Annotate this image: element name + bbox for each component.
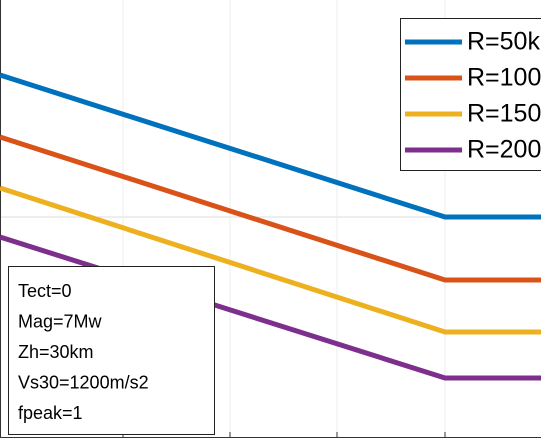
annotation-text: Zh=30km <box>18 342 94 362</box>
annotation-text: fpeak=1 <box>18 403 83 423</box>
legend-label: R=50km <box>467 28 541 56</box>
annotation-box <box>8 266 215 435</box>
annotation-text: Vs30=1200m/s2 <box>18 372 149 392</box>
annotation-text: Tect=0 <box>18 281 72 301</box>
legend-label: R=100km <box>467 64 541 92</box>
series-line <box>0 134 541 283</box>
legend-label: R=200km <box>467 136 541 164</box>
series-line <box>0 72 541 220</box>
annotation-text: Mag=7Mw <box>18 311 103 331</box>
legend-label: R=150km <box>467 100 541 128</box>
series-line <box>0 185 541 335</box>
